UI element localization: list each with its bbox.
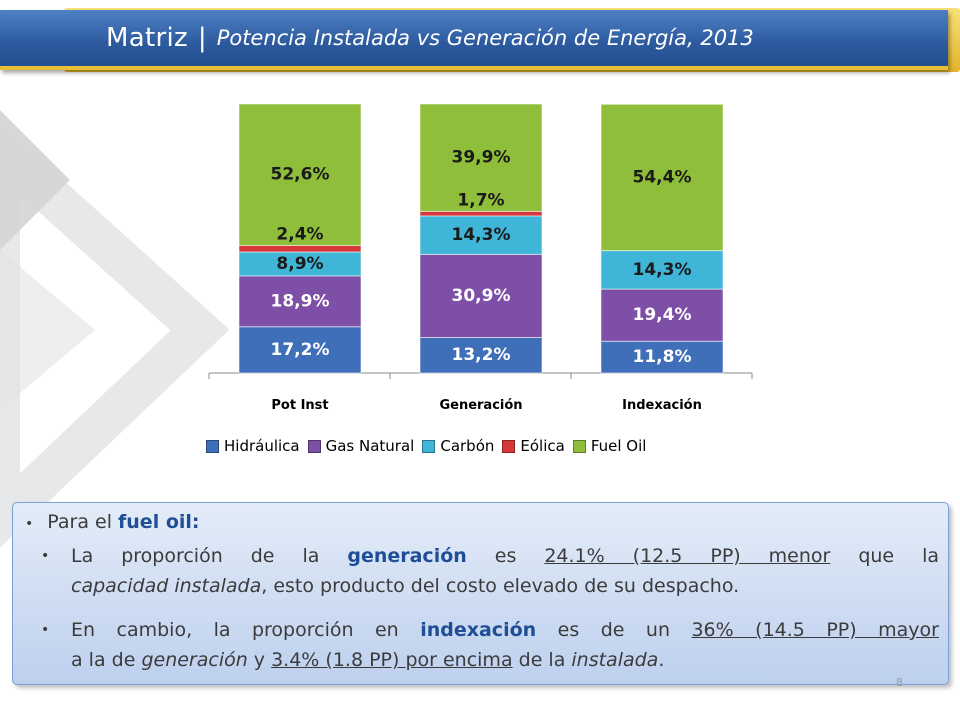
legend-label: Carbón — [440, 437, 495, 455]
text-run: es de un — [536, 619, 692, 641]
bar-data-label: 14,3% — [633, 260, 692, 280]
note-heading-text: Para el — [47, 511, 119, 533]
bar-segment — [238, 326, 362, 374]
text-bold: generación — [347, 545, 467, 567]
bar-data-label: 39,9% — [452, 148, 511, 168]
legend-swatch — [422, 439, 436, 453]
bar-segment — [238, 103, 362, 246]
text-run: y — [247, 649, 272, 671]
legend-label: Fuel Oil — [590, 437, 647, 455]
bar-data-label: 18,9% — [271, 291, 330, 311]
page-title: Matriz — [106, 23, 188, 53]
legend-label: Gas Natural — [325, 437, 415, 455]
bullet-icon: • — [25, 516, 34, 532]
bar-segment — [238, 244, 362, 253]
bar-data-label: 8,9% — [276, 254, 323, 274]
page-subtitle: Potencia Instalada vs Generación de Ener… — [216, 26, 754, 50]
legend-swatch — [502, 439, 516, 453]
bar-segment — [600, 288, 724, 342]
legend-label: Hidráulica — [224, 437, 300, 455]
text-italic: generación — [141, 649, 248, 671]
category-label: Pot Inst — [271, 398, 328, 413]
bar-data-label: 13,2% — [452, 345, 511, 365]
bar-segment — [419, 215, 543, 255]
bar-data-label: 30,9% — [452, 286, 511, 306]
legend-swatch — [307, 439, 321, 453]
bar-data-label: 17,2% — [271, 340, 330, 360]
text-run: es — [466, 545, 545, 567]
note-heading: • Para el fuel oil: — [25, 511, 200, 533]
title-separator: | — [197, 23, 207, 53]
text-run: . — [658, 649, 665, 671]
text-underlined: 3.4% (1.8 PP) por encima — [271, 649, 513, 671]
bar-data-label: 19,4% — [633, 305, 692, 325]
chart-legend: Hidráulica Gas Natural Carbón Eólica Fuel Oi… — [206, 436, 654, 456]
text-run: a la de — [71, 649, 142, 671]
bar-segment — [600, 250, 724, 290]
bar-data-label: 54,4% — [633, 167, 692, 187]
text-underlined: 36% (14.5 PP) mayor — [691, 619, 939, 641]
bar-data-label: 11,8% — [633, 347, 692, 367]
stacked-bar-chart: 17,2% 18,9% 8,9% 2,4% 52,6% Pot Inst 13,2% 30,9… — [208, 103, 753, 413]
bar-data-label: 52,6% — [271, 165, 330, 185]
page-number: 8 — [896, 676, 903, 689]
text-run: En cambio, la proporción en — [71, 619, 421, 641]
legend-swatch — [206, 439, 219, 453]
text-run: La proporción de la — [71, 545, 348, 567]
bar-segment — [419, 253, 543, 338]
bar-data-label: 14,3% — [452, 225, 511, 245]
text-italic: instalada — [571, 649, 659, 671]
legend-item: Eólica — [502, 437, 565, 455]
bar-data-label: 2,4% — [276, 224, 323, 244]
bar-segment — [419, 210, 543, 217]
category-label: Generación — [439, 398, 522, 413]
bar-segment — [419, 336, 543, 374]
text-run: de la — [512, 649, 572, 671]
category-label: Indexación — [622, 398, 702, 413]
text-run: que la — [830, 545, 940, 567]
legend-label: Eólica — [520, 437, 565, 455]
legend-item: Gas Natural — [307, 437, 415, 455]
bar-segment — [238, 275, 362, 328]
bar-segment — [600, 103, 724, 252]
bar-segment — [419, 103, 543, 212]
legend-item: Hidráulica — [206, 437, 300, 455]
bullet-icon: • — [41, 622, 50, 638]
text-bold: indexación — [420, 619, 537, 641]
note-point-indexation: • En cambio, la proporción en indexación… — [41, 615, 939, 675]
legend-swatch — [572, 439, 586, 453]
note-heading-bold: fuel oil: — [118, 511, 200, 533]
text-italic: capacidad instalada — [71, 575, 262, 597]
note-point-generation: • La proporción de la generación es 24.1… — [41, 541, 940, 601]
legend-item: Fuel Oil — [572, 437, 647, 455]
bar-data-label: 1,7% — [457, 190, 504, 210]
notes-box: • Para el fuel oil: • La proporción de l… — [12, 502, 949, 685]
legend-item: Carbón — [422, 437, 494, 455]
text-run: , esto producto del costo elevado de su … — [261, 575, 740, 597]
title-bar: Matriz | Potencia Instalada vs Generació… — [0, 10, 948, 70]
text-underlined: 24.1% (12.5 PP) menor — [544, 545, 831, 567]
bullet-icon: • — [41, 548, 50, 564]
